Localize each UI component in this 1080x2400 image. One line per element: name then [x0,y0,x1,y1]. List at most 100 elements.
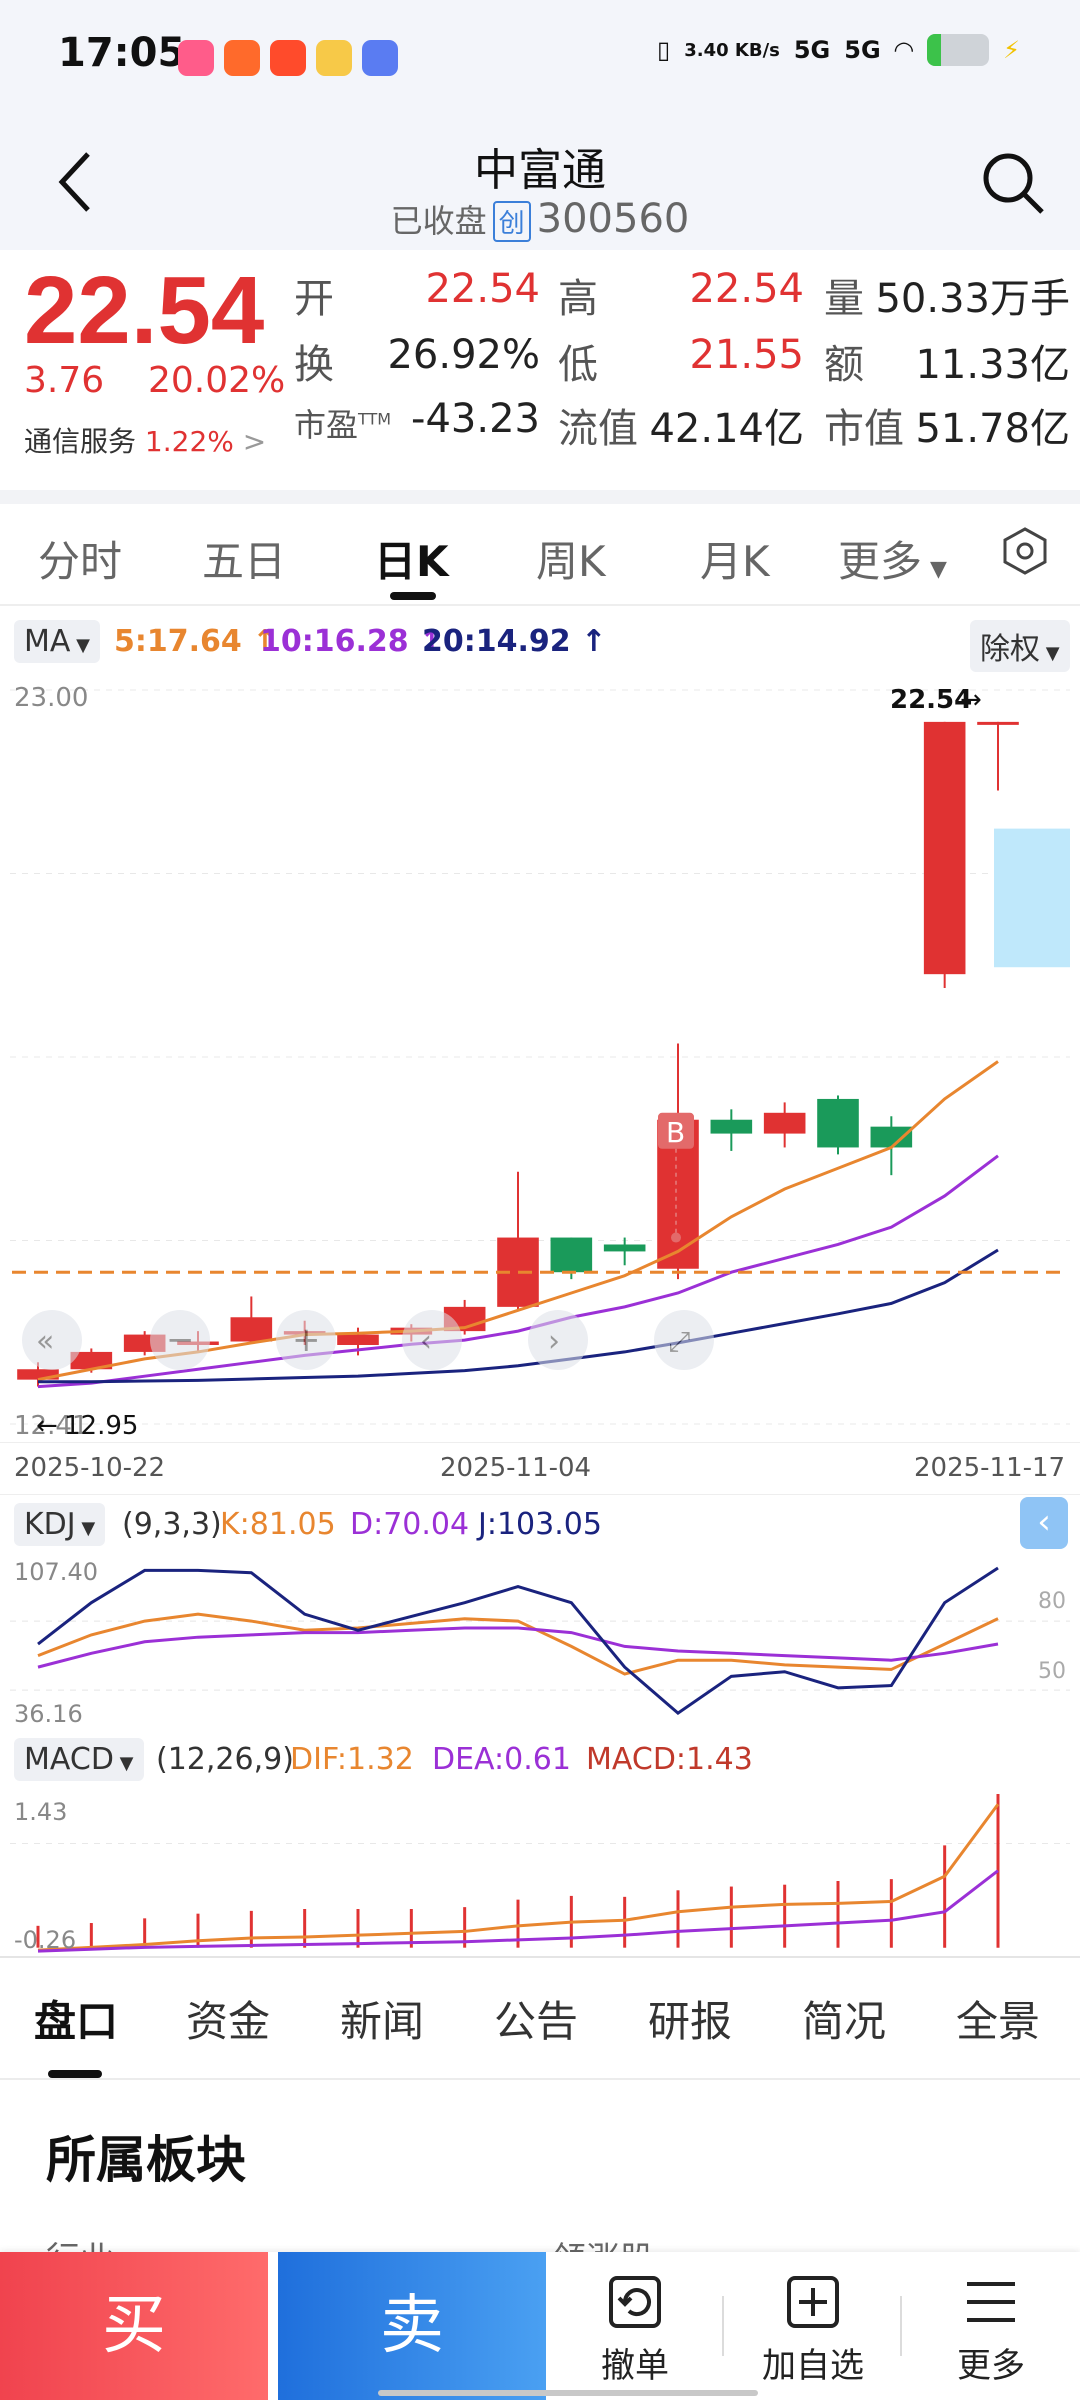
candle-body [17,1369,59,1380]
kdj-ref-80: 80 [1038,1589,1066,1614]
low-value: 21.55 [689,332,804,378]
candle-body [230,1317,273,1342]
undo-icon [609,2276,661,2328]
low-marker: ← 12.95 [36,1411,138,1441]
more-label: 更多 [957,2346,1025,2386]
add-watchlist-button[interactable]: 加自选 [728,2252,898,2400]
baidu-icon [362,40,398,76]
cancel-order-button[interactable]: 撤单 [550,2252,720,2400]
macd-selector[interactable]: MACD ▼ [14,1738,144,1781]
buy-marker-box [658,1112,694,1149]
tab-monthly-k[interactable]: 月K [700,537,770,586]
chevron-right-icon: > [242,425,267,458]
tab-profile[interactable]: 简况 [802,1997,887,2046]
tab-daily-k[interactable]: 日K [374,537,449,586]
step-left-button[interactable]: ‹ [402,1310,462,1370]
tab-orderbook[interactable]: 盘口 [34,1997,119,2046]
last-price: 22.54 [24,257,265,364]
zoom-out-button[interactable]: − [150,1310,210,1370]
search-button[interactable] [980,150,1046,220]
adjust-selector[interactable]: 除权 ▼ [970,620,1070,672]
back-button[interactable] [56,150,96,218]
tab-five-day[interactable]: 五日 [202,537,287,586]
tab-indicator [390,592,436,600]
buy-marker-dot [671,1232,681,1243]
sector-link[interactable]: 通信服务 1.22% > [24,420,266,460]
kdj-y-top: 107.40 [14,1558,98,1586]
fullscreen-button[interactable]: ⤢ [654,1310,714,1370]
buy-marker-label: B [666,1116,685,1149]
ma10-legend: 10:16.28 ↑ [260,624,445,659]
stock-code: 300560 [536,196,690,242]
charging-icon: ⚡ [1003,36,1020,64]
tab-panorama[interactable]: 全景 [956,1997,1041,2046]
ma20-legend: 20:14.92 ↑ [422,624,607,659]
chart-controls: « − + ‹ › ⤢ [22,1310,714,1370]
tab-announcements[interactable]: 公告 [494,1997,579,2046]
cancel-order-label: 撤单 [601,2346,669,2386]
stock-header: 中富通 已收盘创 300560 [0,120,1080,250]
high-value: 22.54 [689,266,804,312]
sector-name: 通信服务 [24,425,137,458]
signal-5g-1: 5G [793,36,831,64]
taobao-icon [270,40,306,76]
turnover-label: 换 [294,342,334,388]
volume-label: 量 [824,276,864,322]
high-marker: 22.54 → [890,685,982,715]
candle-body [763,1112,806,1134]
macd-params: (12,26,9) [156,1742,294,1777]
zoom-in-button[interactable]: + [276,1310,336,1370]
settings-button[interactable] [1000,526,1050,580]
open-label: 开 [294,276,334,322]
divider [0,2078,1080,2080]
wifi-icon: ◠ [894,36,914,64]
tab-research[interactable]: 研报 [648,1997,733,2046]
tab-more[interactable]: 更多 ▼ [838,528,947,589]
macd-dif-value: DIF:1.32 [290,1742,414,1777]
ma-selector[interactable]: MA ▼ [14,620,100,663]
kdj-j-value: J:103.05 [478,1507,602,1542]
divider [0,490,1080,504]
tab-news[interactable]: 新闻 [340,1997,425,2046]
status-bar: 17:05 ▯ 3.40 KB/s 5G 5G ◠ ⚡ [0,0,1080,120]
open-value: 22.54 [425,266,540,312]
section-tabs: 盘口 资金 新闻 公告 研报 简况 全景 [0,1958,1080,2078]
buy-point-marker: B [658,1112,694,1243]
macd-lines [37,1803,1000,1953]
menu-icon [967,2282,1015,2322]
price-change-pct: 20.02% [148,360,286,401]
add-watchlist-label: 加自选 [762,2346,864,2386]
candle-body [337,1334,379,1345]
tab-funds[interactable]: 资金 [186,1997,271,2046]
candle-body [870,1126,913,1148]
scroll-left-button[interactable]: « [22,1310,82,1370]
kdj-selector[interactable]: KDJ ▼ [14,1503,106,1546]
candle-body [817,1098,859,1148]
limit-band [994,828,1070,968]
kline-chart[interactable]: 23.00 12.41 22.54 → ← 12.95 B « − + ‹ › … [0,672,1080,1442]
sector-pct: 1.22% [144,425,234,458]
tab-intraday[interactable]: 分时 [38,537,123,586]
collapse-indicator-button[interactable]: ‹ [1020,1497,1068,1549]
kdj-line-k [37,1612,999,1676]
sell-button[interactable]: 卖 [278,2252,546,2400]
candle-body [70,1351,113,1370]
buy-button[interactable]: 买 [0,2252,268,2400]
ma-line-ma20 [38,1248,999,1384]
pe-label: 市盈TTM [294,406,392,444]
turnover-value: 26.92% [387,332,540,378]
candle-body [977,721,1019,725]
expand-icon: ⤢ [668,1325,690,1358]
step-right-button[interactable]: › [528,1310,588,1370]
left-icon: ‹ [420,1324,432,1359]
bilibili-icon [178,40,214,76]
tab-weekly-k[interactable]: 周K [536,537,606,586]
kdj-chart: 107.40 36.16 80 50 [10,1558,1070,1728]
more-button[interactable]: 更多 [906,2252,1076,2400]
kdj-params: (9,3,3) [122,1507,222,1542]
macd-y-top: 1.43 [14,1798,67,1826]
kline-grid [10,689,1070,1425]
minus-icon: − [166,1320,195,1360]
separator [900,2296,902,2356]
float-value: 42.14亿 [649,406,804,452]
